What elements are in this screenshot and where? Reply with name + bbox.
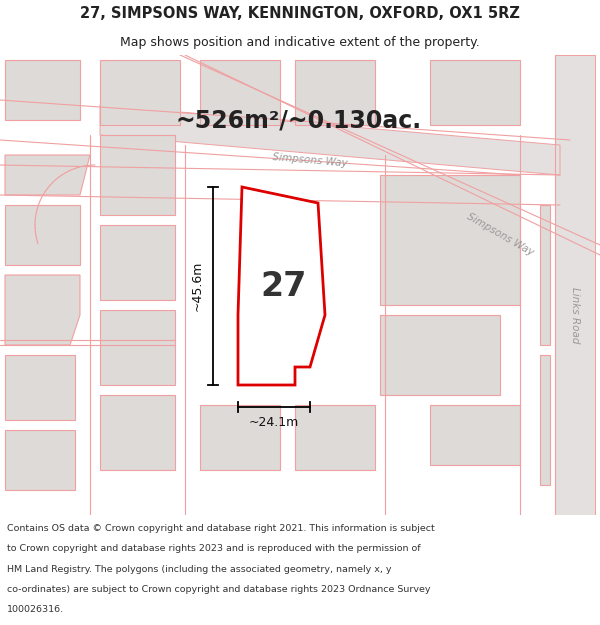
Polygon shape	[200, 60, 280, 125]
Polygon shape	[5, 205, 80, 265]
Text: 100026316.: 100026316.	[7, 605, 64, 614]
Polygon shape	[100, 60, 180, 125]
Polygon shape	[100, 310, 175, 385]
Polygon shape	[100, 135, 175, 215]
Text: Simpsons Way: Simpsons Way	[272, 152, 348, 168]
Text: co-ordinates) are subject to Crown copyright and database rights 2023 Ordnance S: co-ordinates) are subject to Crown copyr…	[7, 585, 431, 594]
Polygon shape	[200, 405, 280, 470]
Polygon shape	[430, 60, 520, 125]
Text: Links Road: Links Road	[570, 287, 580, 343]
Polygon shape	[5, 275, 80, 345]
Polygon shape	[295, 405, 375, 470]
Text: Simpsons Way: Simpsons Way	[465, 212, 535, 258]
Polygon shape	[555, 55, 595, 515]
Polygon shape	[238, 187, 325, 385]
Polygon shape	[100, 105, 560, 175]
Polygon shape	[540, 205, 550, 345]
Polygon shape	[5, 60, 80, 120]
Polygon shape	[540, 355, 550, 485]
Polygon shape	[380, 315, 500, 395]
Polygon shape	[5, 155, 90, 195]
Polygon shape	[5, 430, 75, 490]
Text: HM Land Registry. The polygons (including the associated geometry, namely x, y: HM Land Registry. The polygons (includin…	[7, 564, 392, 574]
Text: 27, SIMPSONS WAY, KENNINGTON, OXFORD, OX1 5RZ: 27, SIMPSONS WAY, KENNINGTON, OXFORD, OX…	[80, 6, 520, 21]
Polygon shape	[380, 175, 520, 305]
Polygon shape	[100, 395, 175, 470]
Text: ~526m²/~0.130ac.: ~526m²/~0.130ac.	[175, 108, 421, 132]
Text: 27: 27	[261, 271, 307, 304]
Polygon shape	[295, 60, 375, 125]
Text: Map shows position and indicative extent of the property.: Map shows position and indicative extent…	[120, 36, 480, 49]
Polygon shape	[430, 405, 520, 465]
Text: Contains OS data © Crown copyright and database right 2021. This information is : Contains OS data © Crown copyright and d…	[7, 524, 435, 532]
Text: ~45.6m: ~45.6m	[191, 261, 203, 311]
Polygon shape	[5, 355, 75, 420]
Polygon shape	[100, 225, 175, 300]
Text: ~24.1m: ~24.1m	[249, 416, 299, 429]
Text: to Crown copyright and database rights 2023 and is reproduced with the permissio: to Crown copyright and database rights 2…	[7, 544, 421, 553]
